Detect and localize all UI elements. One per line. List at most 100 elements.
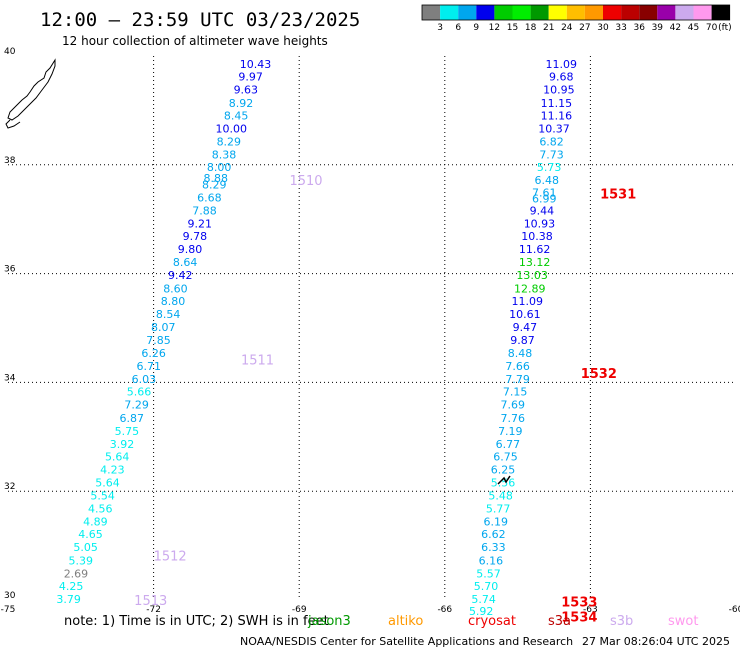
wave-height-value: 7.79 xyxy=(505,373,530,386)
wave-height-value: 8.07 xyxy=(151,321,176,334)
wave-height-value: 2.69 xyxy=(64,567,89,580)
x-tick-label: -63 xyxy=(583,605,598,615)
wave-height-value: 9.47 xyxy=(513,321,538,334)
pass-number-label: 1534 xyxy=(561,610,597,625)
wave-height-value: 6.68 xyxy=(197,191,222,204)
wave-height-value: 5.05 xyxy=(73,541,98,554)
pass-number-label: 1532 xyxy=(581,367,617,382)
wave-height-value: 7.61 xyxy=(532,187,557,200)
wave-height-value: 6.25 xyxy=(491,463,516,476)
wave-height-value: 9.63 xyxy=(234,84,259,97)
wave-height-value: 11.62 xyxy=(519,243,551,256)
wave-height-value: 8.60 xyxy=(163,282,188,295)
mission-legend: jason3 altiko cryosat s3a s3b swot xyxy=(307,614,698,629)
wave-height-value: 5.48 xyxy=(488,490,513,503)
wave-height-value: 13.12 xyxy=(519,256,551,269)
colorbar-swatch xyxy=(548,5,567,20)
wave-height-value: 8.48 xyxy=(508,347,533,360)
mission-jason3: jason3 xyxy=(307,614,351,629)
wave-height-value: 5.75 xyxy=(115,425,140,438)
x-tick-label: -72 xyxy=(146,605,161,615)
mission-s3b: s3b xyxy=(610,614,633,629)
y-tick-label: 34 xyxy=(4,373,16,383)
wave-height-value: 13.03 xyxy=(516,269,548,282)
wave-height-value: 5.57 xyxy=(476,567,501,580)
wave-height-value: 6.82 xyxy=(539,135,564,148)
wave-height-value: 9.97 xyxy=(238,71,263,84)
wave-height-value: 8.80 xyxy=(161,295,186,308)
y-tick-label: 30 xyxy=(4,591,16,601)
wave-height-value: 6.26 xyxy=(141,347,166,360)
wave-height-value: 5.64 xyxy=(105,450,130,463)
wave-height-value: 6.87 xyxy=(120,412,145,425)
colorbar-label: 3 xyxy=(437,23,443,33)
colorbar-swatch xyxy=(458,5,477,20)
wave-height-value: 7.73 xyxy=(539,148,564,161)
wave-height-value: 5.56 xyxy=(491,476,516,489)
wave-height-value: 10.37 xyxy=(538,122,570,135)
colorbar-label: 39 xyxy=(652,23,664,33)
colorbar-swatch xyxy=(621,5,640,20)
mission-cryosat: cryosat xyxy=(468,614,516,629)
colorbar-swatch xyxy=(693,5,712,20)
colorbar-frame xyxy=(421,4,731,21)
wave-height-value: 4.89 xyxy=(83,516,108,529)
colorbar-swatch xyxy=(711,5,730,20)
wave-height-value: 9.44 xyxy=(530,204,555,217)
colorbar-label: 9 xyxy=(473,23,479,33)
wave-height-value: 4.56 xyxy=(88,503,113,516)
pass-number-label: 1531 xyxy=(600,188,636,203)
colorbar-swatch xyxy=(657,5,676,20)
track-marker xyxy=(497,475,511,485)
wave-height-value: 6.33 xyxy=(481,541,506,554)
wave-height-value: 8.38 xyxy=(212,148,237,161)
y-tick-label: 32 xyxy=(4,482,15,492)
wave-height-value: 5.39 xyxy=(69,554,94,567)
wave-height-value: 8.00 xyxy=(207,161,232,174)
x-tick-label: -60 xyxy=(729,605,740,615)
wave-height-value: 3.79 xyxy=(56,593,81,606)
wave-height-value: 8.92 xyxy=(229,97,254,110)
wave-height-value: 5.64 xyxy=(95,476,120,489)
mission-altiko: altiko xyxy=(388,614,423,629)
wave-height-value: 10.95 xyxy=(543,84,575,97)
map-grid: -75 -72 -69 -66 -63 -60 30 32 34 36 38 40 xyxy=(1,47,740,615)
wave-height-value: 7.85 xyxy=(146,334,171,347)
wave-height-value: 5.74 xyxy=(471,593,496,606)
colorbar-label: 42 xyxy=(670,23,681,33)
y-tick-label: 40 xyxy=(4,47,16,57)
wave-height-value: 8.29 xyxy=(202,178,227,191)
mission-swot: swot xyxy=(668,614,698,629)
wave-height-value: 10.61 xyxy=(509,308,541,321)
wave-height-value: 9.42 xyxy=(168,269,193,282)
wave-height-value: 7.76 xyxy=(500,412,525,425)
wave-height-value: 7.15 xyxy=(503,386,528,399)
wave-height-value: 9.87 xyxy=(510,334,535,347)
wave-height-value: 7.88 xyxy=(192,204,217,217)
wave-height-value: 8.45 xyxy=(224,109,249,122)
colorbar-swatch xyxy=(584,5,603,20)
x-tick-label: -75 xyxy=(1,605,16,615)
colorbar-unit: (ft) xyxy=(718,23,732,33)
colorbar-label: 36 xyxy=(633,23,645,33)
wave-height-value: 11.16 xyxy=(541,109,573,122)
footer-note: note: 1) Time is in UTC; 2) SWH is in fe… xyxy=(64,614,329,629)
colorbar-swatch xyxy=(440,5,459,20)
wave-height-value: 12.89 xyxy=(514,282,546,295)
colorbar-swatch xyxy=(675,5,694,20)
wave-height-value: 8.54 xyxy=(156,308,181,321)
colorbar-swatch xyxy=(512,5,531,20)
wave-height-value: 5.70 xyxy=(474,580,499,593)
wave-height-value: 9.78 xyxy=(183,230,208,243)
wave-height-value: 4.65 xyxy=(78,528,103,541)
wave-height-value: 7.19 xyxy=(498,425,523,438)
wave-height-value: 6.71 xyxy=(136,360,161,373)
colorbar-label: 30 xyxy=(597,23,609,33)
wave-height-value: 5.54 xyxy=(90,490,115,503)
wave-height-value: 6.77 xyxy=(496,438,521,451)
colorbar-swatch xyxy=(566,5,585,20)
pass-number-label: 1512 xyxy=(154,549,187,564)
mission-s3a: s3a xyxy=(548,614,571,629)
wave-height-value: 4.25 xyxy=(59,580,84,593)
